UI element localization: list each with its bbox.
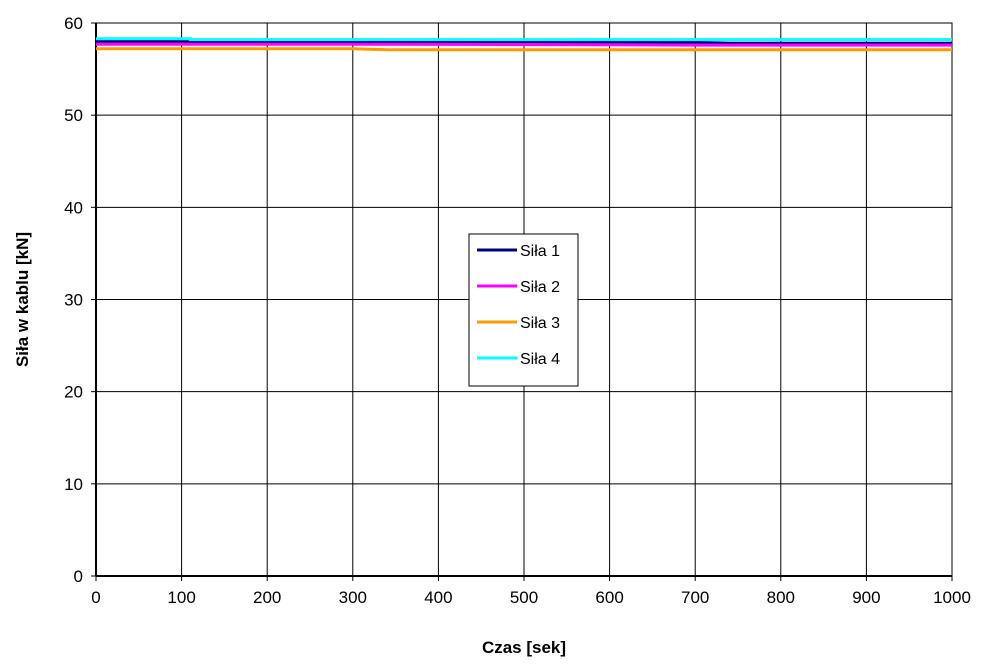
y-tick-label: 40 [64, 198, 83, 217]
x-tick-label: 300 [339, 588, 367, 607]
series-line-4 [96, 37, 952, 42]
tick-labels: 0 100 200 300 400 500 600 700 800 900 1000 0 10 20 30 4… [64, 14, 971, 607]
legend-label-2: Siła 2 [520, 279, 560, 296]
legend-label-3: Siła 3 [520, 315, 560, 332]
series-line-3 [96, 47, 952, 52]
legend-label-4: Siła 4 [520, 351, 560, 368]
axes [91, 22, 953, 581]
y-tick-label: 0 [74, 567, 83, 586]
legend-label-1: Siła 1 [520, 243, 560, 260]
y-axis-title: Siła w kablu [kN] [13, 232, 32, 367]
y-tick-label: 60 [64, 14, 83, 33]
x-tick-label: 0 [91, 588, 100, 607]
x-tick-label: 200 [253, 588, 281, 607]
x-tick-label: 700 [681, 588, 709, 607]
y-tick-label: 50 [64, 106, 83, 125]
x-tick-label: 900 [852, 588, 880, 607]
series-line-2 [96, 42, 952, 47]
x-tick-label: 500 [510, 588, 538, 607]
x-tick-label: 400 [424, 588, 452, 607]
y-tick-label: 20 [64, 383, 83, 402]
x-tick-label: 1000 [933, 588, 971, 607]
x-tick-label: 800 [767, 588, 795, 607]
legend-box [468, 233, 579, 387]
x-tick-label: 600 [595, 588, 623, 607]
x-axis-title: Czas [sek] [482, 638, 566, 657]
legend: Siła 1 Siła 2 Siła 3 Siła 4 [468, 233, 579, 387]
y-tick-label: 10 [64, 475, 83, 494]
x-tick-label: 100 [167, 588, 195, 607]
series-line-1 [96, 39, 952, 45]
y-tick-label: 30 [64, 291, 83, 310]
series-lines [96, 37, 952, 52]
